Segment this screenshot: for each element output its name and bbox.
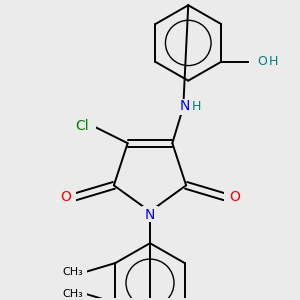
FancyBboxPatch shape [224, 189, 241, 205]
Text: Cl: Cl [75, 119, 88, 133]
Text: O: O [229, 190, 240, 204]
Text: O: O [60, 190, 71, 204]
Text: CH₃: CH₃ [62, 289, 83, 299]
FancyBboxPatch shape [59, 189, 76, 205]
FancyBboxPatch shape [67, 264, 87, 280]
FancyBboxPatch shape [67, 286, 87, 300]
FancyBboxPatch shape [249, 54, 279, 70]
Text: N: N [180, 99, 190, 113]
FancyBboxPatch shape [173, 99, 203, 115]
FancyBboxPatch shape [72, 118, 96, 134]
Text: H: H [268, 55, 278, 68]
Text: N: N [145, 208, 155, 222]
FancyBboxPatch shape [142, 206, 158, 222]
Text: O: O [257, 55, 267, 68]
Text: CH₃: CH₃ [62, 267, 83, 277]
Text: H: H [192, 100, 201, 112]
